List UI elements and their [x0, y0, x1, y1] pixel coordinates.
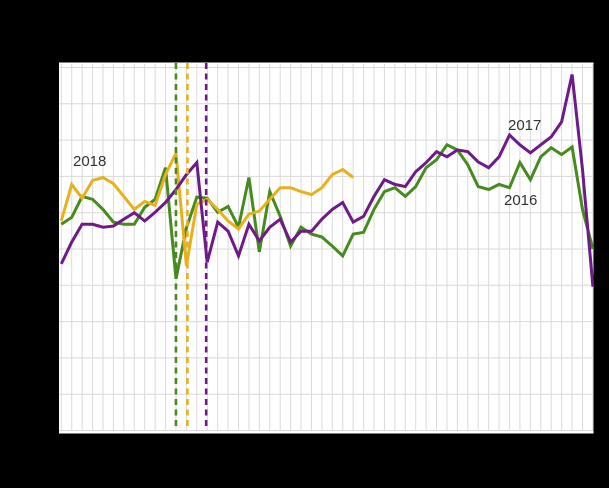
plot-area — [59, 62, 594, 434]
series-label-2017: 2017 — [508, 117, 542, 134]
series-label-2018: 2018 — [73, 153, 107, 170]
series-line-2017 — [59, 74, 595, 287]
series-label-2016: 2016 — [504, 192, 538, 209]
series-line-2018 — [59, 147, 355, 266]
